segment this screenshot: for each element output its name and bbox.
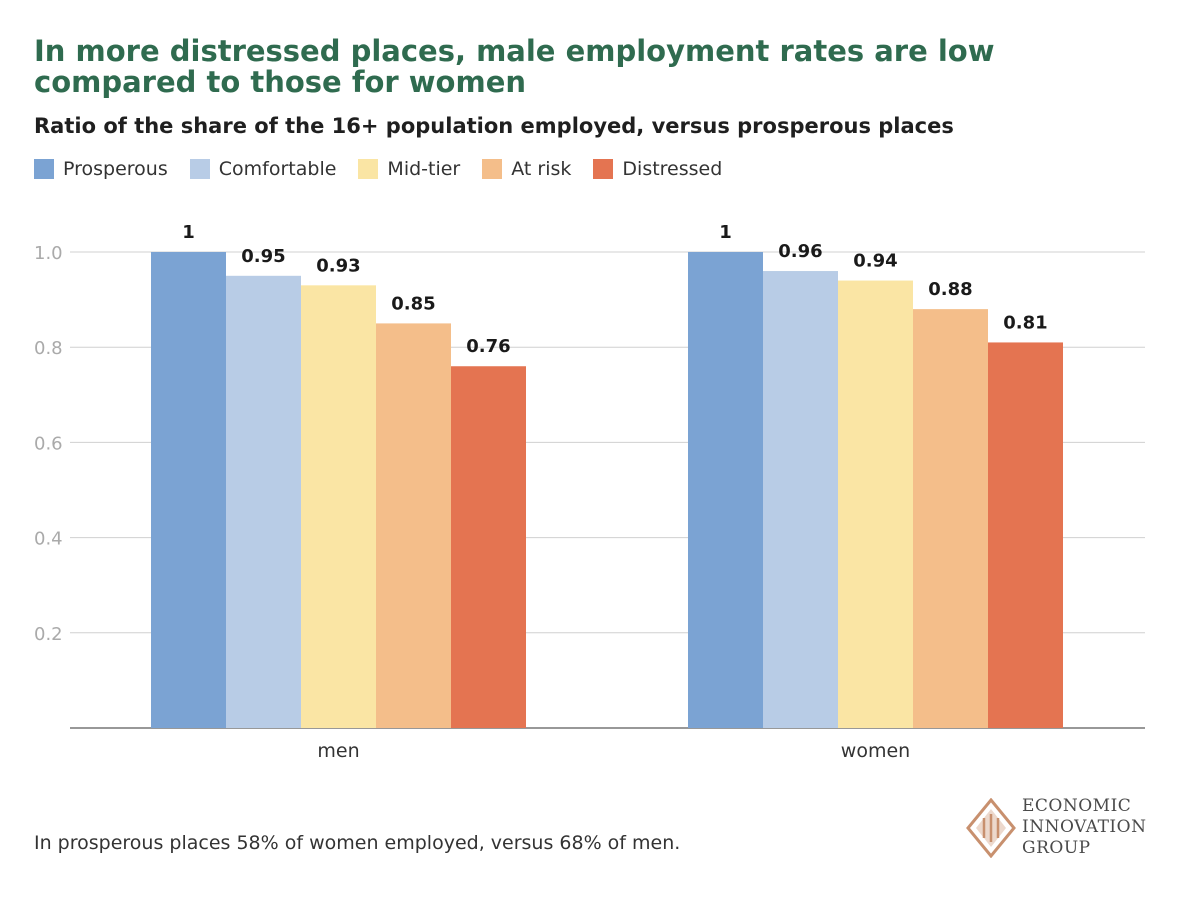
bar	[151, 252, 226, 728]
legend-label-at-risk: At risk	[511, 158, 572, 180]
legend-item-at-risk: At risk	[482, 158, 571, 180]
legend-swatch-prosperous	[34, 159, 54, 179]
data-label: 1	[182, 222, 195, 243]
chart-title: In more distressed places, male employme…	[34, 34, 995, 99]
logo-line-2: INNOVATION	[1022, 817, 1147, 837]
data-label: 0.94	[853, 251, 897, 272]
legend-swatch-distressed	[593, 159, 614, 179]
diamond-logo-icon	[966, 797, 1016, 858]
chart-subtitle: Ratio of the share of the 16+ population…	[34, 114, 954, 138]
legend-item-prosperous: Prosperous	[34, 158, 168, 180]
x-tick-label: men	[317, 740, 359, 762]
legend-swatch-mid-tier	[358, 159, 379, 179]
bar	[226, 275, 301, 728]
data-label: 0.81	[1003, 312, 1047, 333]
footnote: In prosperous places 58% of women employ…	[34, 832, 681, 854]
legend-label-mid-tier: Mid-tier	[387, 158, 461, 180]
bar-chart: 0.2 0.4 0.6 0.8 1.0 1 0.95 0.93 0.85 0.76 men 1 0.96…	[34, 222, 1145, 762]
legend-item-mid-tier: Mid-tier	[358, 158, 460, 180]
y-tick-label: 0.2	[34, 624, 63, 645]
eig-logo: ECONOMIC INNOVATION GROUP	[966, 796, 1146, 859]
legend-swatch-comfortable	[189, 159, 210, 179]
y-tick-label: 0.4	[34, 529, 63, 550]
bar	[688, 252, 763, 728]
data-label: 0.93	[316, 255, 360, 276]
bar	[838, 280, 913, 728]
bar	[376, 323, 451, 728]
legend-label-comfortable: Comfortable	[218, 158, 337, 180]
logo-line-1: ECONOMIC	[1022, 796, 1132, 816]
legend-swatch-at-risk	[482, 159, 503, 179]
bar	[763, 271, 838, 728]
legend-item-comfortable: Comfortable	[189, 158, 337, 180]
y-tick-label: 0.8	[34, 338, 63, 359]
legend-item-distressed: Distressed	[593, 158, 722, 180]
x-tick-label: women	[841, 740, 910, 762]
legend-label-distressed: Distressed	[622, 158, 723, 180]
bar	[301, 285, 376, 728]
y-tick-label: 1.0	[34, 243, 63, 264]
data-label: 0.96	[778, 241, 822, 262]
bar	[988, 342, 1063, 728]
data-label: 0.95	[241, 246, 285, 267]
bar	[451, 366, 526, 728]
data-label: 0.85	[391, 293, 435, 314]
logo-text: ECONOMIC INNOVATION GROUP	[1022, 796, 1146, 859]
logo-line-3: GROUP	[1022, 838, 1091, 858]
legend: Prosperous Comfortable Mid-tier At risk …	[34, 158, 744, 180]
bar	[913, 309, 988, 728]
data-label: 0.88	[928, 279, 972, 300]
legend-label-prosperous: Prosperous	[63, 158, 168, 180]
data-label: 0.76	[466, 336, 510, 357]
data-label: 1	[719, 222, 732, 243]
y-tick-label: 0.6	[34, 433, 63, 454]
